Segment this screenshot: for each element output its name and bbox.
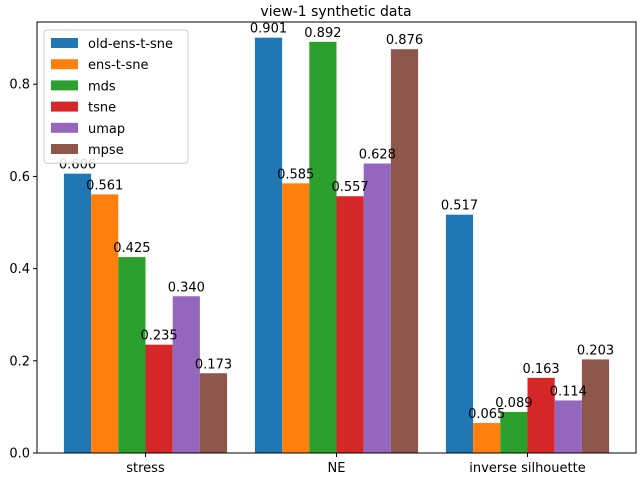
legend-label: tsne [88, 101, 116, 116]
legend-swatch-ens-t-sne [51, 59, 78, 70]
bar-value-label: 0.163 [522, 362, 559, 377]
legend-label: old-ens-t-sne [88, 37, 173, 52]
y-tick-label: 0.6 [9, 170, 30, 185]
y-tick-label: 0.2 [9, 354, 30, 369]
bar-ens-t-sne-stress [91, 194, 119, 453]
bar-mpse-NE [390, 49, 419, 454]
bar-value-label: 0.065 [468, 407, 505, 422]
x-tick-label: stress [126, 461, 165, 476]
y-tick-label: 0.0 [9, 447, 30, 462]
bar-umap-NE [363, 163, 391, 453]
legend-label: mds [88, 79, 116, 94]
legend-swatch-mpse [51, 144, 78, 154]
legend-swatch-old-ens-t-sne [51, 38, 78, 48]
bar-value-label: 0.089 [495, 396, 532, 411]
x-tick-label: NE [328, 461, 346, 476]
bar-value-label: 0.173 [195, 357, 232, 372]
bar-old-ens-t-sne-NE [254, 37, 283, 453]
y-tick-label: 0.4 [9, 262, 30, 277]
bar-mpse-inverse-silhouette [581, 359, 610, 453]
y-tick-label: 0.8 [9, 78, 30, 93]
value-labels-layer: 0.6060.9010.5170.5610.5850.0650.4250.892… [59, 22, 614, 422]
legend-label: ens-t-sne [88, 58, 149, 73]
legend-label: umap [88, 122, 125, 137]
bar-mds-inverse-silhouette [500, 411, 528, 453]
bar-value-label: 0.876 [386, 33, 423, 48]
bar-mpse-stress [199, 373, 228, 453]
bar-umap-stress [172, 296, 200, 453]
bar-old-ens-t-sne-stress [63, 173, 92, 453]
bar-value-label: 0.628 [359, 148, 396, 163]
bar-value-label: 0.901 [250, 22, 287, 37]
x-tick-label: inverse silhouette [469, 461, 585, 476]
bar-value-label: 0.585 [277, 167, 314, 182]
legend-swatch-tsne [51, 101, 78, 112]
legend-swatch-mds [51, 80, 78, 91]
bar-tsne-NE [336, 196, 364, 454]
legend: old-ens-t-sne ens-t-sne mds tsne umap mpse [43, 29, 189, 164]
bar-tsne-inverse-silhouette [527, 377, 555, 453]
bar-value-label: 0.557 [331, 180, 368, 195]
bars-layer [63, 37, 610, 454]
bar-mds-NE [309, 41, 337, 454]
bar-value-label: 0.235 [140, 329, 177, 344]
bar-value-label: 0.561 [86, 178, 123, 193]
bar-tsne-stress [145, 344, 173, 453]
bar-old-ens-t-sne-inverse-silhouette [445, 214, 474, 453]
legend-box [43, 29, 189, 164]
bar-ens-t-sne-inverse-silhouette [473, 423, 501, 453]
bar-value-label: 0.892 [304, 26, 341, 41]
bar-value-label: 0.114 [550, 384, 587, 399]
bar-umap-inverse-silhouette [554, 400, 582, 453]
bar-value-label: 0.517 [441, 199, 478, 214]
legend-label: mpse [88, 143, 124, 158]
bar-value-label: 0.203 [577, 343, 614, 358]
bar-value-label: 0.425 [113, 241, 150, 256]
axes-layer: 0.0 0.2 0.4 0.6 0.8 stress NE inverse silhouett… [9, 21, 637, 476]
bar-ens-t-sne-NE [282, 183, 310, 453]
bar-mds-stress [118, 257, 146, 453]
chart-title: view-1 synthetic data [260, 4, 411, 20]
bar-value-label: 0.340 [168, 280, 205, 295]
legend-swatch-umap [51, 122, 78, 133]
